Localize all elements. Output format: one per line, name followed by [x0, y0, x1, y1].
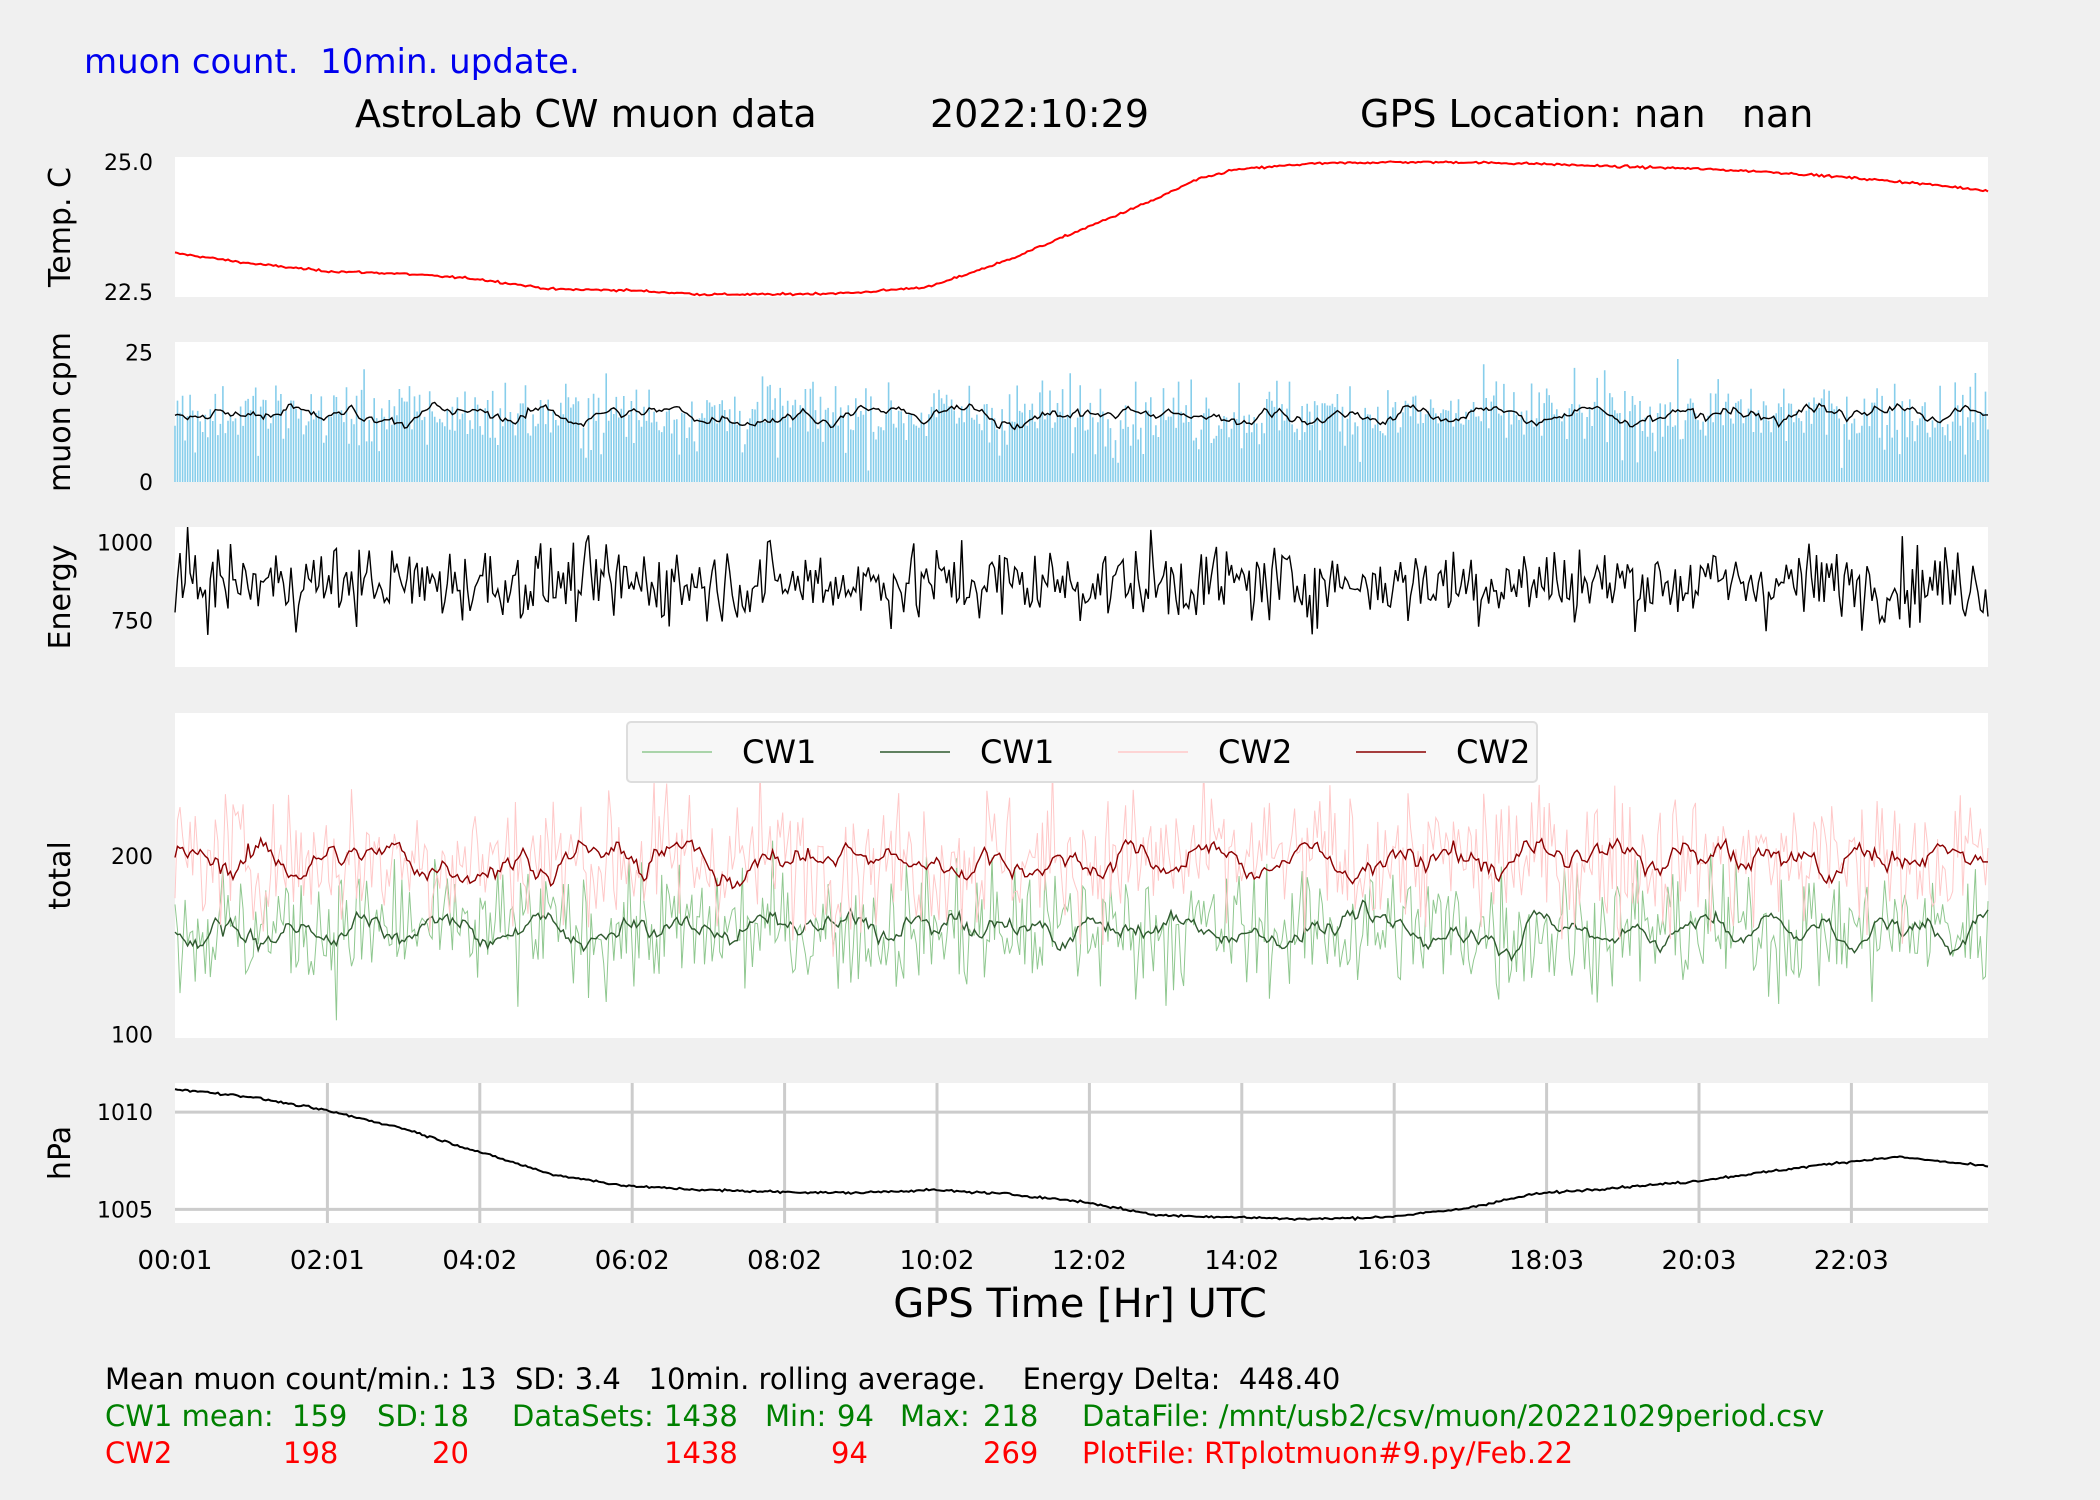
legend-label: CW2: [1218, 733, 1292, 771]
y-tick-label: 0: [139, 471, 153, 496]
cw2-max: 269: [983, 1436, 1039, 1470]
y-axis-label: muon cpm: [43, 332, 78, 492]
series-line-total-1: [174, 899, 1989, 962]
y-tick-label: 1010: [97, 1101, 153, 1126]
x-tick-label: 10:02: [900, 1246, 975, 1276]
panel-energy: [175, 527, 1988, 667]
y-tick-label: 1005: [97, 1198, 153, 1223]
cw1-datasets: 1438: [664, 1399, 738, 1433]
x-tick-label: 22:03: [1814, 1246, 1889, 1276]
x-tick-label: 02:01: [290, 1246, 365, 1276]
cw2-plotfile: PlotFile: RTplotmuon#9.py/Feb.22: [1082, 1436, 1574, 1470]
y-axis-label: total: [43, 841, 78, 910]
cw1-mean: 159: [292, 1399, 348, 1433]
panel-temperature: [175, 157, 1988, 297]
x-tick-label: 08:02: [747, 1246, 822, 1276]
y-axis-label: Energy: [43, 544, 78, 649]
series-line-temperature-0: [174, 160, 1989, 297]
cw1-datasets-label: DataSets:: [512, 1399, 654, 1433]
series-line-total-2: [174, 767, 1989, 957]
station-title: AstroLab CW muon data: [355, 92, 817, 136]
x-tick-label: 18:03: [1509, 1246, 1584, 1276]
y-tick-label: 25.0: [104, 151, 153, 176]
cw1-max-label: Max:: [900, 1399, 970, 1433]
x-tick-label: 04:02: [442, 1246, 517, 1276]
muon-bars: [174, 359, 1989, 482]
cw1-min-label: Min:: [765, 1399, 827, 1433]
y-tick-label: 100: [111, 1023, 153, 1048]
cw1-sd: 18: [432, 1399, 469, 1433]
cw2-min: 94: [831, 1436, 868, 1470]
x-tick-label: 16:03: [1357, 1246, 1432, 1276]
series-line-pressure-0: [174, 1088, 1989, 1222]
cw2-label: CW2: [105, 1436, 173, 1470]
x-axis-label: GPS Time [Hr] UTC: [893, 1281, 1267, 1327]
legend-label: CW1: [742, 733, 816, 771]
x-tick-label: 12:02: [1052, 1246, 1127, 1276]
x-tick-label: 20:03: [1662, 1246, 1737, 1276]
y-tick-label: 750: [111, 609, 153, 634]
legend-label: CW1: [980, 733, 1054, 771]
x-tick-label: 14:02: [1204, 1246, 1279, 1276]
legend-box: [626, 721, 1538, 783]
panel-pressure: [175, 1083, 1988, 1223]
x-tick-label: 00:01: [138, 1246, 213, 1276]
cw1-max: 218: [983, 1399, 1039, 1433]
cw2-sd: 20: [432, 1436, 469, 1470]
cw1-datafile: DataFile: /mnt/usb2/csv/muon/20221029per…: [1082, 1399, 1825, 1433]
y-axis-label: Temp. C: [43, 167, 78, 288]
cw2-mean: 198: [283, 1436, 339, 1470]
y-tick-label: 22.5: [104, 281, 153, 306]
gps-location: GPS Location: nan nan: [1360, 92, 1814, 136]
x-tick-label: 06:02: [595, 1246, 670, 1276]
footer-summary: Mean muon count/min.: 13 SD: 3.4 10min. …: [105, 1362, 1341, 1396]
y-tick-label: 1000: [97, 532, 153, 557]
y-tick-label: 25: [125, 341, 153, 366]
series-line-energy-0: [174, 526, 1989, 635]
date-label: 2022:10:29: [930, 92, 1150, 136]
legend-label: CW2: [1456, 733, 1530, 771]
series-line-total-3: [174, 836, 1989, 890]
y-axis-label: hPa: [43, 1126, 78, 1180]
series-line-total-0: [174, 840, 1989, 1021]
y-tick-label: 200: [111, 845, 153, 870]
series-line-muon_cpm-0: [174, 401, 1988, 431]
cw1-min: 94: [837, 1399, 874, 1433]
update-note: muon count. 10min. update.: [84, 42, 580, 82]
cw1-sd-label: SD:: [377, 1399, 428, 1433]
cw1-mean-label: CW1 mean:: [105, 1399, 274, 1433]
cw2-datasets: 1438: [664, 1436, 738, 1470]
